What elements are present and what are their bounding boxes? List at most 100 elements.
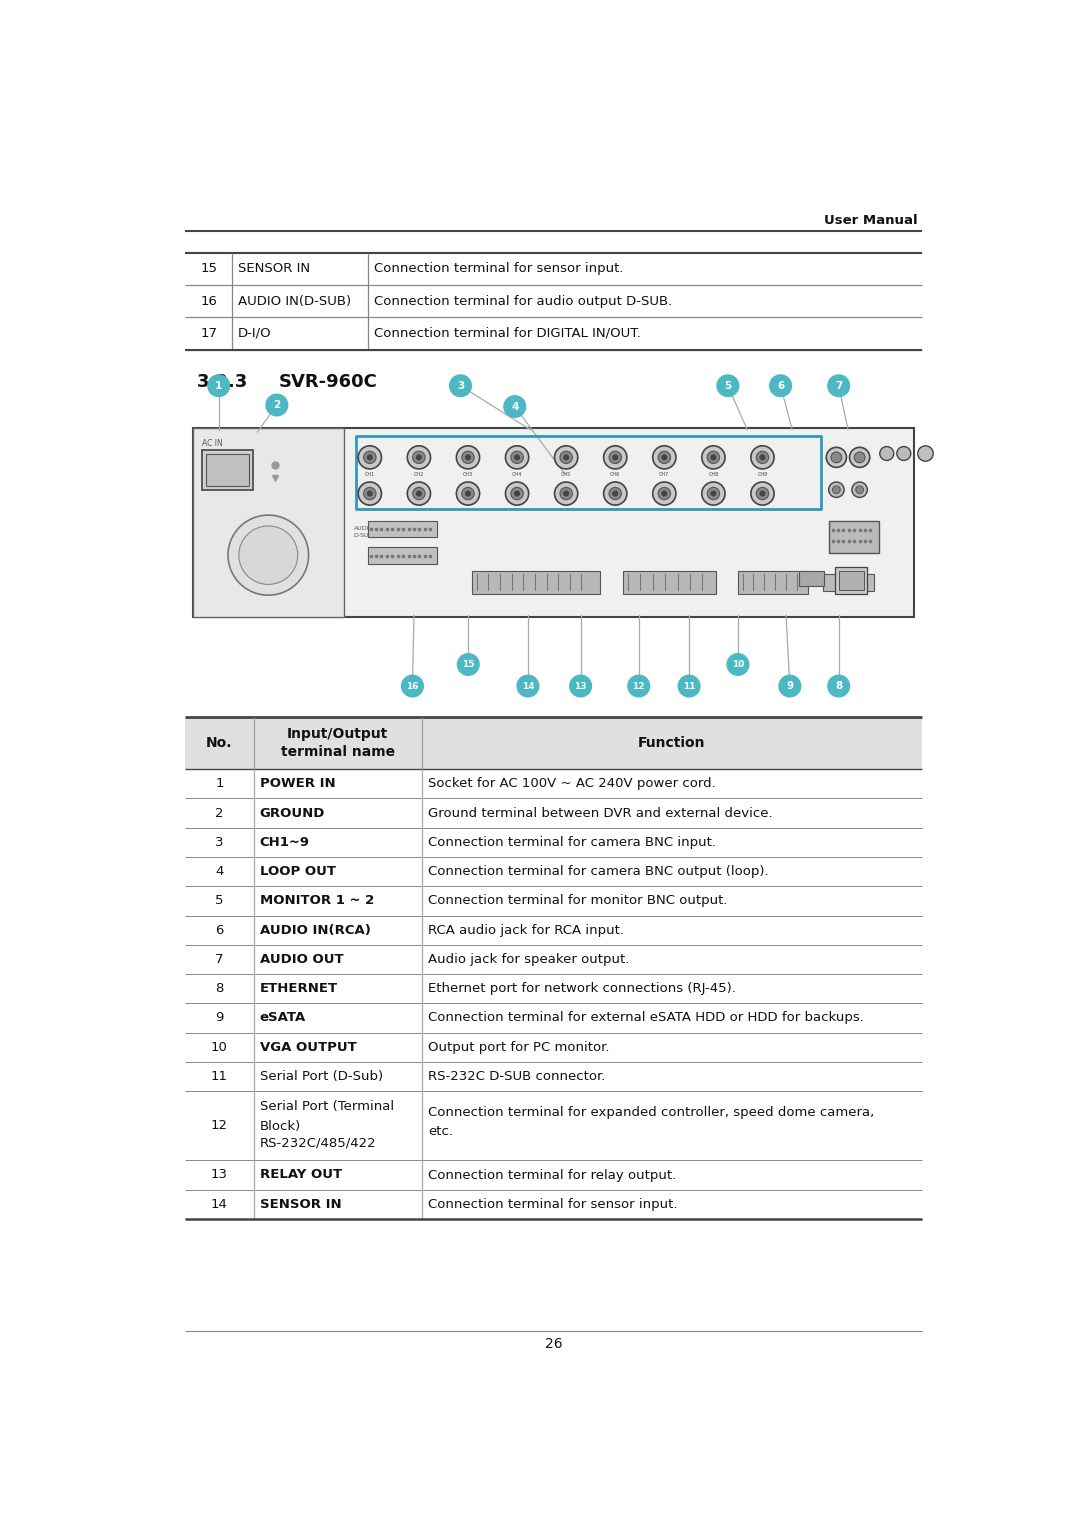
Circle shape [702, 446, 725, 469]
Text: 6: 6 [215, 924, 224, 936]
Text: CH9: CH9 [757, 472, 768, 476]
Text: RELAY OUT: RELAY OUT [260, 1168, 342, 1182]
Circle shape [465, 492, 470, 496]
Circle shape [918, 446, 933, 461]
Circle shape [511, 487, 524, 499]
Text: ETHERNET: ETHERNET [260, 982, 338, 996]
Circle shape [457, 483, 480, 505]
Circle shape [505, 483, 529, 505]
Text: 10: 10 [211, 1041, 228, 1054]
Text: Connection terminal for expanded controller, speed dome camera,: Connection terminal for expanded control… [428, 1106, 874, 1119]
Text: CH1: CH1 [365, 472, 375, 476]
Text: CH4: CH4 [512, 472, 523, 476]
Circle shape [228, 515, 309, 596]
Text: SENSOR IN: SENSOR IN [260, 1197, 341, 1211]
Circle shape [367, 492, 373, 496]
Circle shape [564, 455, 568, 460]
Text: Output port for PC monitor.: Output port for PC monitor. [428, 1041, 609, 1054]
Circle shape [831, 452, 841, 463]
Bar [367, 521, 437, 538]
Circle shape [658, 487, 671, 499]
Circle shape [511, 450, 524, 464]
Circle shape [564, 492, 568, 496]
Text: 6: 6 [777, 380, 784, 391]
Circle shape [517, 675, 539, 696]
Text: SVR-960C: SVR-960C [279, 373, 377, 391]
Text: 7: 7 [835, 380, 842, 391]
Text: User Manual: User Manual [824, 214, 918, 226]
Text: Connection terminal for relay output.: Connection terminal for relay output. [428, 1168, 676, 1182]
Bar [193, 428, 345, 617]
Circle shape [239, 525, 298, 585]
Circle shape [662, 492, 666, 496]
Circle shape [417, 492, 421, 496]
Circle shape [779, 675, 800, 696]
Circle shape [364, 450, 376, 464]
Circle shape [604, 446, 626, 469]
Text: RCA audio jack for RCA input.: RCA audio jack for RCA input. [428, 924, 624, 936]
Circle shape [359, 483, 381, 505]
Bar [623, 571, 716, 594]
Text: Function: Function [638, 736, 705, 750]
Circle shape [751, 446, 774, 469]
Text: 8: 8 [215, 982, 224, 996]
Circle shape [678, 675, 700, 696]
Circle shape [707, 450, 719, 464]
Circle shape [880, 446, 894, 461]
Text: Connection terminal for audio output D-SUB.: Connection terminal for audio output D-S… [374, 295, 672, 307]
Bar [356, 435, 821, 508]
Circle shape [554, 446, 578, 469]
Circle shape [609, 487, 621, 499]
Text: 1: 1 [215, 380, 222, 391]
Text: CH2: CH2 [414, 472, 424, 476]
Text: 13: 13 [211, 1168, 228, 1182]
Text: SENSOR IN: SENSOR IN [238, 263, 310, 275]
Circle shape [828, 483, 845, 498]
Circle shape [465, 455, 470, 460]
Circle shape [407, 446, 431, 469]
Circle shape [559, 487, 572, 499]
Text: CH3: CH3 [463, 472, 473, 476]
Bar [367, 548, 437, 565]
Text: 2: 2 [273, 400, 281, 411]
Circle shape [559, 450, 572, 464]
Circle shape [711, 492, 716, 496]
Text: 5: 5 [215, 895, 224, 907]
Text: Connection terminal for camera BNC input.: Connection terminal for camera BNC input… [428, 835, 716, 849]
Circle shape [570, 675, 592, 696]
Text: Connection terminal for DIGITAL IN/OUT.: Connection terminal for DIGITAL IN/OUT. [374, 327, 640, 341]
Circle shape [515, 492, 519, 496]
Circle shape [855, 486, 864, 493]
Text: CH8: CH8 [708, 472, 718, 476]
Text: 14: 14 [522, 681, 535, 690]
Circle shape [613, 492, 618, 496]
Text: AC IN: AC IN [202, 438, 224, 447]
Circle shape [462, 487, 474, 499]
Circle shape [505, 446, 529, 469]
Bar [835, 567, 867, 594]
Circle shape [462, 450, 474, 464]
Circle shape [413, 450, 426, 464]
Text: 11: 11 [211, 1070, 228, 1083]
Bar [839, 571, 864, 589]
Circle shape [266, 394, 287, 415]
Circle shape [760, 492, 765, 496]
Text: 15: 15 [462, 660, 474, 669]
Text: CH5: CH5 [561, 472, 571, 476]
Text: Ground terminal between DVR and external device.: Ground terminal between DVR and external… [428, 806, 772, 820]
Bar [202, 449, 253, 490]
Circle shape [359, 446, 381, 469]
Text: Connection terminal for camera BNC output (loop).: Connection terminal for camera BNC outpu… [428, 866, 769, 878]
Circle shape [515, 455, 519, 460]
Text: CH1~9: CH1~9 [260, 835, 310, 849]
Text: 1: 1 [215, 777, 224, 791]
Bar [799, 571, 824, 586]
Circle shape [702, 483, 725, 505]
Text: Ethernet port for network connections (RJ-45).: Ethernet port for network connections (R… [428, 982, 735, 996]
Text: etc.: etc. [428, 1124, 453, 1138]
Circle shape [756, 450, 769, 464]
Text: 5: 5 [725, 380, 731, 391]
Circle shape [833, 486, 840, 493]
Circle shape [627, 675, 649, 696]
Circle shape [662, 455, 666, 460]
